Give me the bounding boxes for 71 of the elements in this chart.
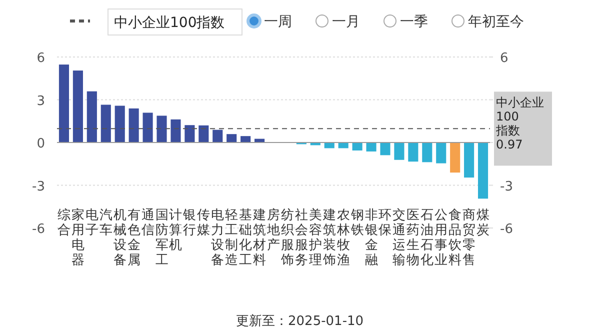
bar <box>436 142 446 164</box>
y-tick-label: 0 <box>36 136 45 152</box>
y-tick-label: -3 <box>32 179 45 194</box>
x-tick-label: 传媒 <box>197 208 210 238</box>
x-tick-label: 美容护理 <box>308 207 322 268</box>
y2-tick-label: -3 <box>500 179 513 194</box>
x-tick-label: 交通运输 <box>392 207 406 268</box>
x-tick-label: 食品饮料 <box>448 208 462 268</box>
bar <box>156 116 167 142</box>
x-tick-label: 机械设备 <box>113 208 126 268</box>
x-tick-label: 商贸零售 <box>462 208 476 268</box>
x-tick-label: 医药生物 <box>406 208 420 268</box>
x-tick-label: 轻工制造 <box>225 208 238 268</box>
bar <box>100 104 111 142</box>
x-tick-label: 环保 <box>378 208 392 238</box>
x-tick-label: 公用事业 <box>434 208 448 268</box>
bar <box>142 112 153 142</box>
x-tick-label: 国防军工 <box>155 208 168 268</box>
bar <box>170 119 181 142</box>
bar <box>226 134 237 142</box>
y-tick-label: 6 <box>36 51 45 66</box>
x-tick-label: 建筑材料 <box>252 208 266 268</box>
x-tick-label: 基础化工 <box>238 208 252 268</box>
x-tick-label: 电子 <box>85 208 98 238</box>
y2-tick-label: -6 <box>500 222 513 237</box>
x-tick-label: 计算机 <box>169 208 182 253</box>
x-tick-label: 石油石化 <box>420 208 434 268</box>
y-tick-label: 3 <box>36 94 45 109</box>
bar <box>240 136 251 142</box>
x-tick-label: 家用电器 <box>71 207 84 268</box>
bar <box>380 142 390 156</box>
text: 一月 <box>332 14 360 30</box>
x-tick-label: 电力设备 <box>211 208 224 268</box>
x-tick-label: 钢铁 <box>350 208 364 238</box>
x-tick-label: 纺织服饰 <box>280 208 294 268</box>
x-tick-label: 汽车 <box>99 208 112 238</box>
bar <box>114 106 125 142</box>
bar <box>408 142 418 162</box>
x-tick-label: 煤炭 <box>476 208 490 238</box>
bar <box>366 142 376 152</box>
bar <box>450 142 460 173</box>
x-tick-label: 房地产 <box>266 207 280 253</box>
bar <box>464 142 474 178</box>
bar <box>58 64 70 142</box>
bar <box>72 70 83 142</box>
bar <box>212 130 223 142</box>
y-tick-label: -6 <box>32 222 45 237</box>
x-tick-label: 社会服务 <box>294 208 308 268</box>
x-tick-label: 综合 <box>57 208 70 238</box>
bar <box>422 142 432 162</box>
bar <box>394 142 404 160</box>
x-tick-label: 有色金属 <box>127 208 140 268</box>
text: 中小企业100指数 <box>496 96 544 138</box>
bar <box>184 125 195 142</box>
x-tick-label: 通信 <box>141 208 154 238</box>
bar <box>352 142 362 150</box>
bar <box>198 125 209 142</box>
bar <box>128 108 139 142</box>
text: 一周 <box>264 14 292 30</box>
legend-label: 中小企业100指数 <box>114 15 225 31</box>
x-tick-label: 建筑装饰 <box>322 208 336 268</box>
text: 一季 <box>400 14 428 30</box>
text: 更新至：2025-01-10 <box>236 314 364 329</box>
x-tick-label: 银行 <box>182 208 196 238</box>
bar <box>86 91 97 142</box>
text: 年初至今 <box>468 14 524 30</box>
y2-tick-label: 6 <box>500 51 508 66</box>
bar <box>478 142 488 199</box>
x-tick-label: 非银金融 <box>364 208 378 268</box>
text: 0.97 <box>496 138 523 152</box>
x-tick-label: 农林牧渔 <box>336 208 350 268</box>
